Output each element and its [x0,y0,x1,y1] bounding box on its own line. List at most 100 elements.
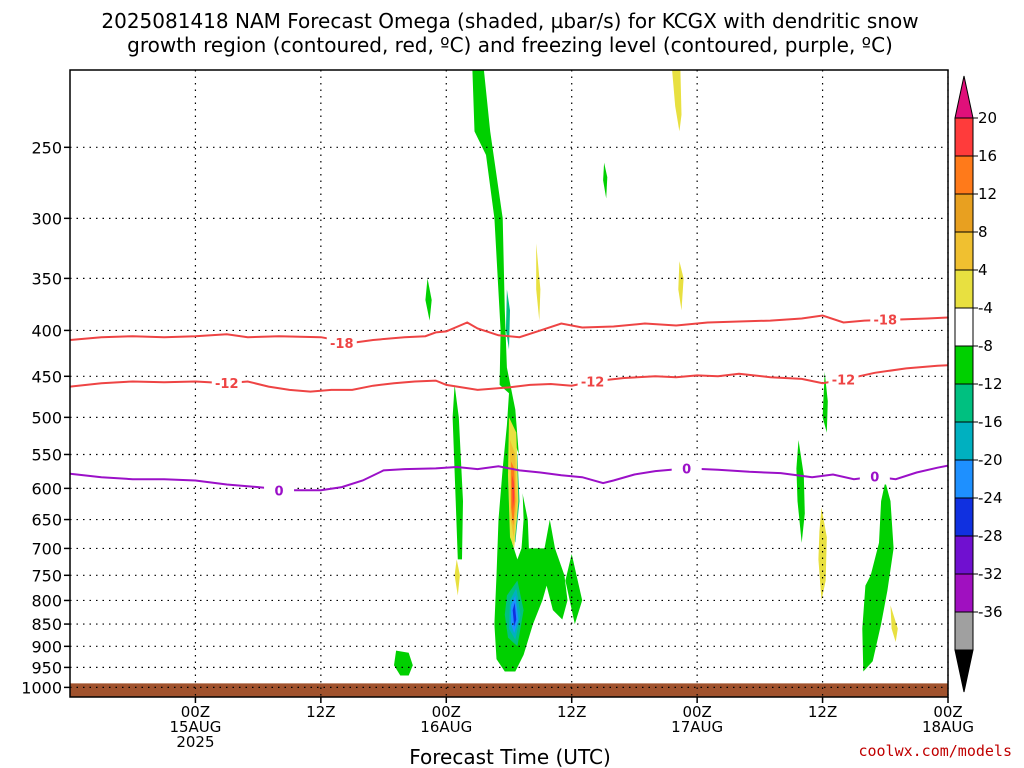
y-axis: 250 300 350 400 450 500 550 600 650 700 750 800 850 9… [21,138,70,697]
omega-shaded-region-6 [603,162,608,199]
y-tick-label: 350 [31,269,62,288]
colorbar-swatch [954,231,974,271]
plot-area: -18 -18 -12 -12 -12 0 0 0 [69,69,949,698]
colorbar-label: -16 [978,413,1003,431]
x-tick-label: 2025 [176,733,214,751]
contour-label-bg [326,334,357,351]
x-tick-label: 12Z [808,703,837,721]
omega-shaded-region-27 [890,605,898,642]
omega-shaded-region-21 [512,475,515,511]
y-tick-label: 800 [31,591,62,610]
colorbar-label: 8 [978,223,988,241]
x-tick-label: 18AUG [922,718,974,736]
omega-shaded-region-4 [394,650,413,676]
contour-line--12 [70,364,948,393]
omega-shaded-region-3 [565,554,583,625]
omega-shaded-region-22 [536,243,541,321]
colorbar-swatch [954,573,974,613]
omega-shaded-region-25 [454,559,460,596]
omega-shaded-region-15 [512,602,517,627]
contour-label: -12 [215,377,239,392]
y-tick-label: 900 [31,637,62,656]
omega-shaded-region-0 [472,70,568,672]
colorbar-swatch [954,535,974,575]
ground-fill [70,683,948,697]
omega-shaded-region-5 [425,278,432,321]
colorbar-swatch [954,193,974,233]
contour-label-bg [264,482,295,499]
y-tick-label: 850 [31,615,62,634]
colorbar-swatch [954,345,974,385]
colorbar: 20 16 12 8 4 -4 -8 -12 -16 -20 -24 -28 -32 -36 [954,75,1003,693]
colorbar-swatch [954,307,974,347]
colorbar-label: 20 [978,109,997,127]
colorbar-label: -4 [978,299,993,317]
y-tick-label: 1000 [21,678,62,697]
y-tick-label: 550 [31,445,62,464]
credit-text: coolwx.com/models [858,742,1012,760]
y-tick-label: 400 [31,321,62,340]
contour-label: -12 [581,375,605,390]
colorbar-label: -36 [978,603,1003,621]
y-tick-label: 450 [31,367,62,386]
colorbar-swatch [954,383,974,423]
x-tick-label: 00Z [432,703,461,721]
omega-shaded-region-7 [796,440,805,543]
chart-title-line2: growth region (contoured, red, ºC) and f… [127,33,893,57]
contour-label: 0 [275,484,284,499]
contour-label: -18 [330,337,354,352]
colorbar-under-triangle [954,649,974,693]
y-tick-label: 700 [31,539,62,558]
colorbar-swatch [954,117,974,157]
contour-label: -12 [832,374,856,389]
contour-label: 0 [870,471,879,486]
contour-label-bg [211,375,242,392]
y-tick-label: 600 [31,479,62,498]
colorbar-label: -28 [978,527,1003,545]
omega-shaded-region-8 [822,371,828,433]
colorbar-label: -32 [978,565,1003,583]
colorbar-swatch [954,421,974,461]
y-tick-label: 950 [31,658,62,677]
x-tick-label: 00Z [682,703,711,721]
colorbar-swatch [954,459,974,499]
x-tick-label: 17AUG [671,718,723,736]
contour-line--18 [70,314,948,344]
y-tick-label: 750 [31,566,62,585]
colorbar-label: 16 [978,147,997,165]
omega-shaded-region-2 [452,384,463,560]
plot-frame [69,69,949,698]
colorbar-swatch [954,269,974,309]
colorbar-label: -20 [978,451,1003,469]
contour-label-bg [870,311,901,328]
colorbar-over-triangle [954,75,974,119]
colorbar-swatch [954,497,974,537]
chart-title-line1: 2025081418 NAM Forecast Omega (shaded, µ… [101,9,918,33]
contour-line-0 [70,464,948,492]
omega-shaded-region-16 [505,289,510,350]
contour-label: 0 [682,462,691,477]
colorbar-label: -12 [978,375,1003,393]
x-tick-label: 00Z [181,703,210,721]
omega-shaded-region-24 [678,261,684,311]
contour-label: -18 [874,314,898,329]
omega-shaded-region-26 [818,507,827,601]
colorbar-label: -8 [978,337,993,355]
contour-label-bg [577,373,608,390]
contour-label-bg [828,371,859,388]
y-tick-label: 650 [31,511,62,530]
contour-label-bg [671,460,702,477]
x-tick-label: 15AUG [169,718,221,736]
x-tick-label: 12Z [306,703,335,721]
contour-lines: -18 -18 -12 -12 -12 0 0 0 [70,311,948,499]
omega-shaded-region-23 [672,70,682,132]
ground-layer [70,683,948,697]
x-tick-label: 12Z [557,703,586,721]
colorbar-swatch [954,611,974,651]
contour-label-bg [859,468,890,485]
colorbar-label: 12 [978,185,997,203]
y-tick-label: 250 [31,138,62,157]
colorbar-label: 4 [978,261,988,279]
